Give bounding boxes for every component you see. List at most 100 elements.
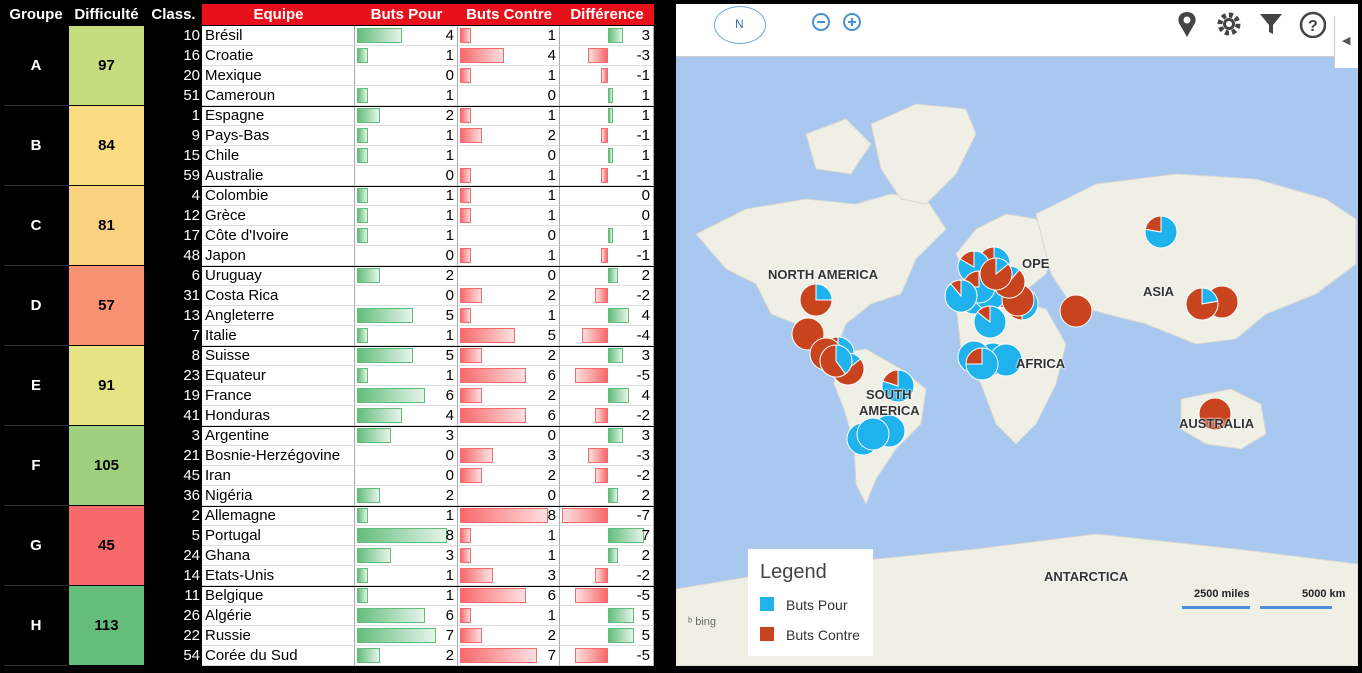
difference-cell: 0 <box>560 186 654 206</box>
buts-contre-bar <box>460 388 482 403</box>
buts-contre-cell: 1 <box>458 166 560 186</box>
rank-cell: 9 <box>145 126 202 146</box>
header-buts-contre[interactable]: Buts Contre <box>458 4 560 25</box>
location-pin-icon[interactable] <box>1174 10 1202 38</box>
difference-value: 5 <box>641 607 650 624</box>
difference-value: 3 <box>641 347 650 364</box>
difficulty-value: 105 <box>69 426 144 506</box>
pie-slice-buts-contre[interactable] <box>882 369 899 387</box>
team-cell: Suisse <box>202 346 355 366</box>
header-buts-pour[interactable]: Buts Pour <box>355 4 458 25</box>
buts-pour-value: 1 <box>445 507 454 524</box>
header-class[interactable]: Class. <box>145 4 202 25</box>
world-map[interactable]: N ? ◀ NORTH AMERICA OPE ASIA AFRICA SOUT… <box>676 4 1358 666</box>
table-row[interactable]: 11 Belgique 1 6 -5 <box>145 586 654 606</box>
table-row[interactable]: 4 Colombie 1 1 0 <box>145 186 654 206</box>
zoom-out-icon[interactable] <box>811 12 839 40</box>
pie-slice-buts-contre[interactable] <box>1144 215 1162 233</box>
difference-cell: 5 <box>560 606 654 626</box>
table-row[interactable]: 3 Argentine 3 0 3 <box>145 426 654 446</box>
difference-cell: 1 <box>560 146 654 166</box>
table-row[interactable]: 21 Bosnie-Herzégovine 0 3 -3 <box>145 446 654 466</box>
table-row[interactable]: 14 Etats-Unis 1 3 -2 <box>145 566 654 586</box>
pie-slice-buts-pour[interactable] <box>1144 215 1178 249</box>
difference-bar <box>601 128 608 143</box>
table-row[interactable]: 16 Croatie 1 4 -3 <box>145 46 654 66</box>
collapse-panel-button[interactable]: ◀ <box>1334 16 1358 68</box>
help-icon[interactable]: ? <box>1298 10 1326 38</box>
pie-slice-buts-pour[interactable] <box>835 344 853 375</box>
buts-pour-cell: 1 <box>355 366 458 386</box>
pie-slice-buts-contre[interactable] <box>799 283 833 317</box>
pie-slice-buts-contre[interactable] <box>1198 397 1232 431</box>
table-row[interactable]: 9 Pays-Bas 1 2 -1 <box>145 126 654 146</box>
pie-slice-buts-contre[interactable] <box>976 305 991 324</box>
pie-slice-buts-contre[interactable] <box>959 250 975 268</box>
buts-contre-value: 1 <box>547 247 556 264</box>
header-difference[interactable]: Différence <box>560 4 654 25</box>
pie-slice-buts-pour[interactable] <box>856 417 890 451</box>
table-row[interactable]: 26 Algérie 6 1 5 <box>145 606 654 626</box>
pie-slice-buts-contre[interactable] <box>965 347 983 365</box>
difference-value: -7 <box>636 507 650 524</box>
buts-pour-bar <box>357 428 391 443</box>
table-row[interactable]: 12 Grèce 1 1 0 <box>145 206 654 226</box>
table-row[interactable]: 10 Brésil 4 1 3 <box>145 26 654 46</box>
pie-slice-buts-contre[interactable] <box>1185 287 1219 321</box>
buts-contre-bar <box>460 108 471 123</box>
table-row[interactable]: 31 Costa Rica 0 2 -2 <box>145 286 654 306</box>
buts-contre-value: 1 <box>547 107 556 124</box>
table-row[interactable]: 2 Allemagne 1 8 -7 <box>145 506 654 526</box>
buts-contre-cell: 8 <box>458 506 560 526</box>
pie-slice-buts-contre[interactable] <box>979 257 1013 291</box>
table-row[interactable]: 23 Equateur 1 6 -5 <box>145 366 654 386</box>
table-row[interactable]: 48 Japon 0 1 -1 <box>145 246 654 266</box>
table-row[interactable]: 15 Chile 1 0 1 <box>145 146 654 166</box>
table-row[interactable]: 54 Corée du Sud 2 7 -5 <box>145 646 654 666</box>
table-row[interactable]: 7 Italie 1 5 -4 <box>145 326 654 346</box>
table-row[interactable]: 59 Australie 0 1 -1 <box>145 166 654 186</box>
difference-bar <box>601 168 608 183</box>
header-equipe[interactable]: Equipe <box>202 4 355 25</box>
buts-contre-cell: 2 <box>458 466 560 486</box>
table-row[interactable]: 17 Côte d'Ivoire 1 0 1 <box>145 226 654 246</box>
table-row[interactable]: 24 Ghana 3 1 2 <box>145 546 654 566</box>
table-row[interactable]: 13 Angleterre 5 1 4 <box>145 306 654 326</box>
pie-slice-buts-contre[interactable] <box>950 279 962 298</box>
rank-cell: 15 <box>145 146 202 166</box>
difference-bar <box>608 428 624 443</box>
rank-cell: 10 <box>145 26 202 46</box>
difference-cell: 1 <box>560 226 654 246</box>
table-row[interactable]: 20 Mexique 0 1 -1 <box>145 66 654 86</box>
table-row[interactable]: 36 Nigéria 2 0 2 <box>145 486 654 506</box>
team-cell: Equateur <box>202 366 355 386</box>
pie-slice-buts-contre[interactable] <box>1059 294 1093 328</box>
team-cell: Japon <box>202 246 355 266</box>
pie-slice-buts-contre[interactable] <box>819 344 847 378</box>
difference-value: 2 <box>641 487 650 504</box>
table-row[interactable]: 19 France 6 2 4 <box>145 386 654 406</box>
buts-contre-value: 3 <box>547 567 556 584</box>
table-row[interactable]: 41 Honduras 4 6 -2 <box>145 406 654 426</box>
buts-contre-bar <box>460 368 526 383</box>
buts-pour-bar <box>357 408 402 423</box>
table-row[interactable]: 8 Suisse 5 2 3 <box>145 346 654 366</box>
table-row[interactable]: 51 Cameroun 1 0 1 <box>145 86 654 106</box>
compass-ring[interactable]: N <box>714 6 766 44</box>
table-row[interactable]: 5 Portugal 8 1 7 <box>145 526 654 546</box>
filter-icon[interactable] <box>1257 10 1285 38</box>
difference-value: -2 <box>636 287 650 304</box>
header-groupe[interactable]: Groupe <box>4 4 68 25</box>
table-row[interactable]: 6 Uruguay 2 0 2 <box>145 266 654 286</box>
header-difficulte[interactable]: Difficulté <box>69 4 144 25</box>
difference-bar <box>608 268 619 283</box>
difference-value: 1 <box>641 87 650 104</box>
pie-slice-buts-pour[interactable] <box>965 347 999 381</box>
table-row[interactable]: 45 Iran 0 2 -2 <box>145 466 654 486</box>
gear-icon[interactable] <box>1215 10 1243 38</box>
table-row[interactable]: 22 Russie 7 2 5 <box>145 626 654 646</box>
zoom-in-icon[interactable] <box>842 12 870 40</box>
group-separator <box>145 266 654 267</box>
table-row[interactable]: 1 Espagne 2 1 1 <box>145 106 654 126</box>
difference-bar <box>608 628 634 643</box>
